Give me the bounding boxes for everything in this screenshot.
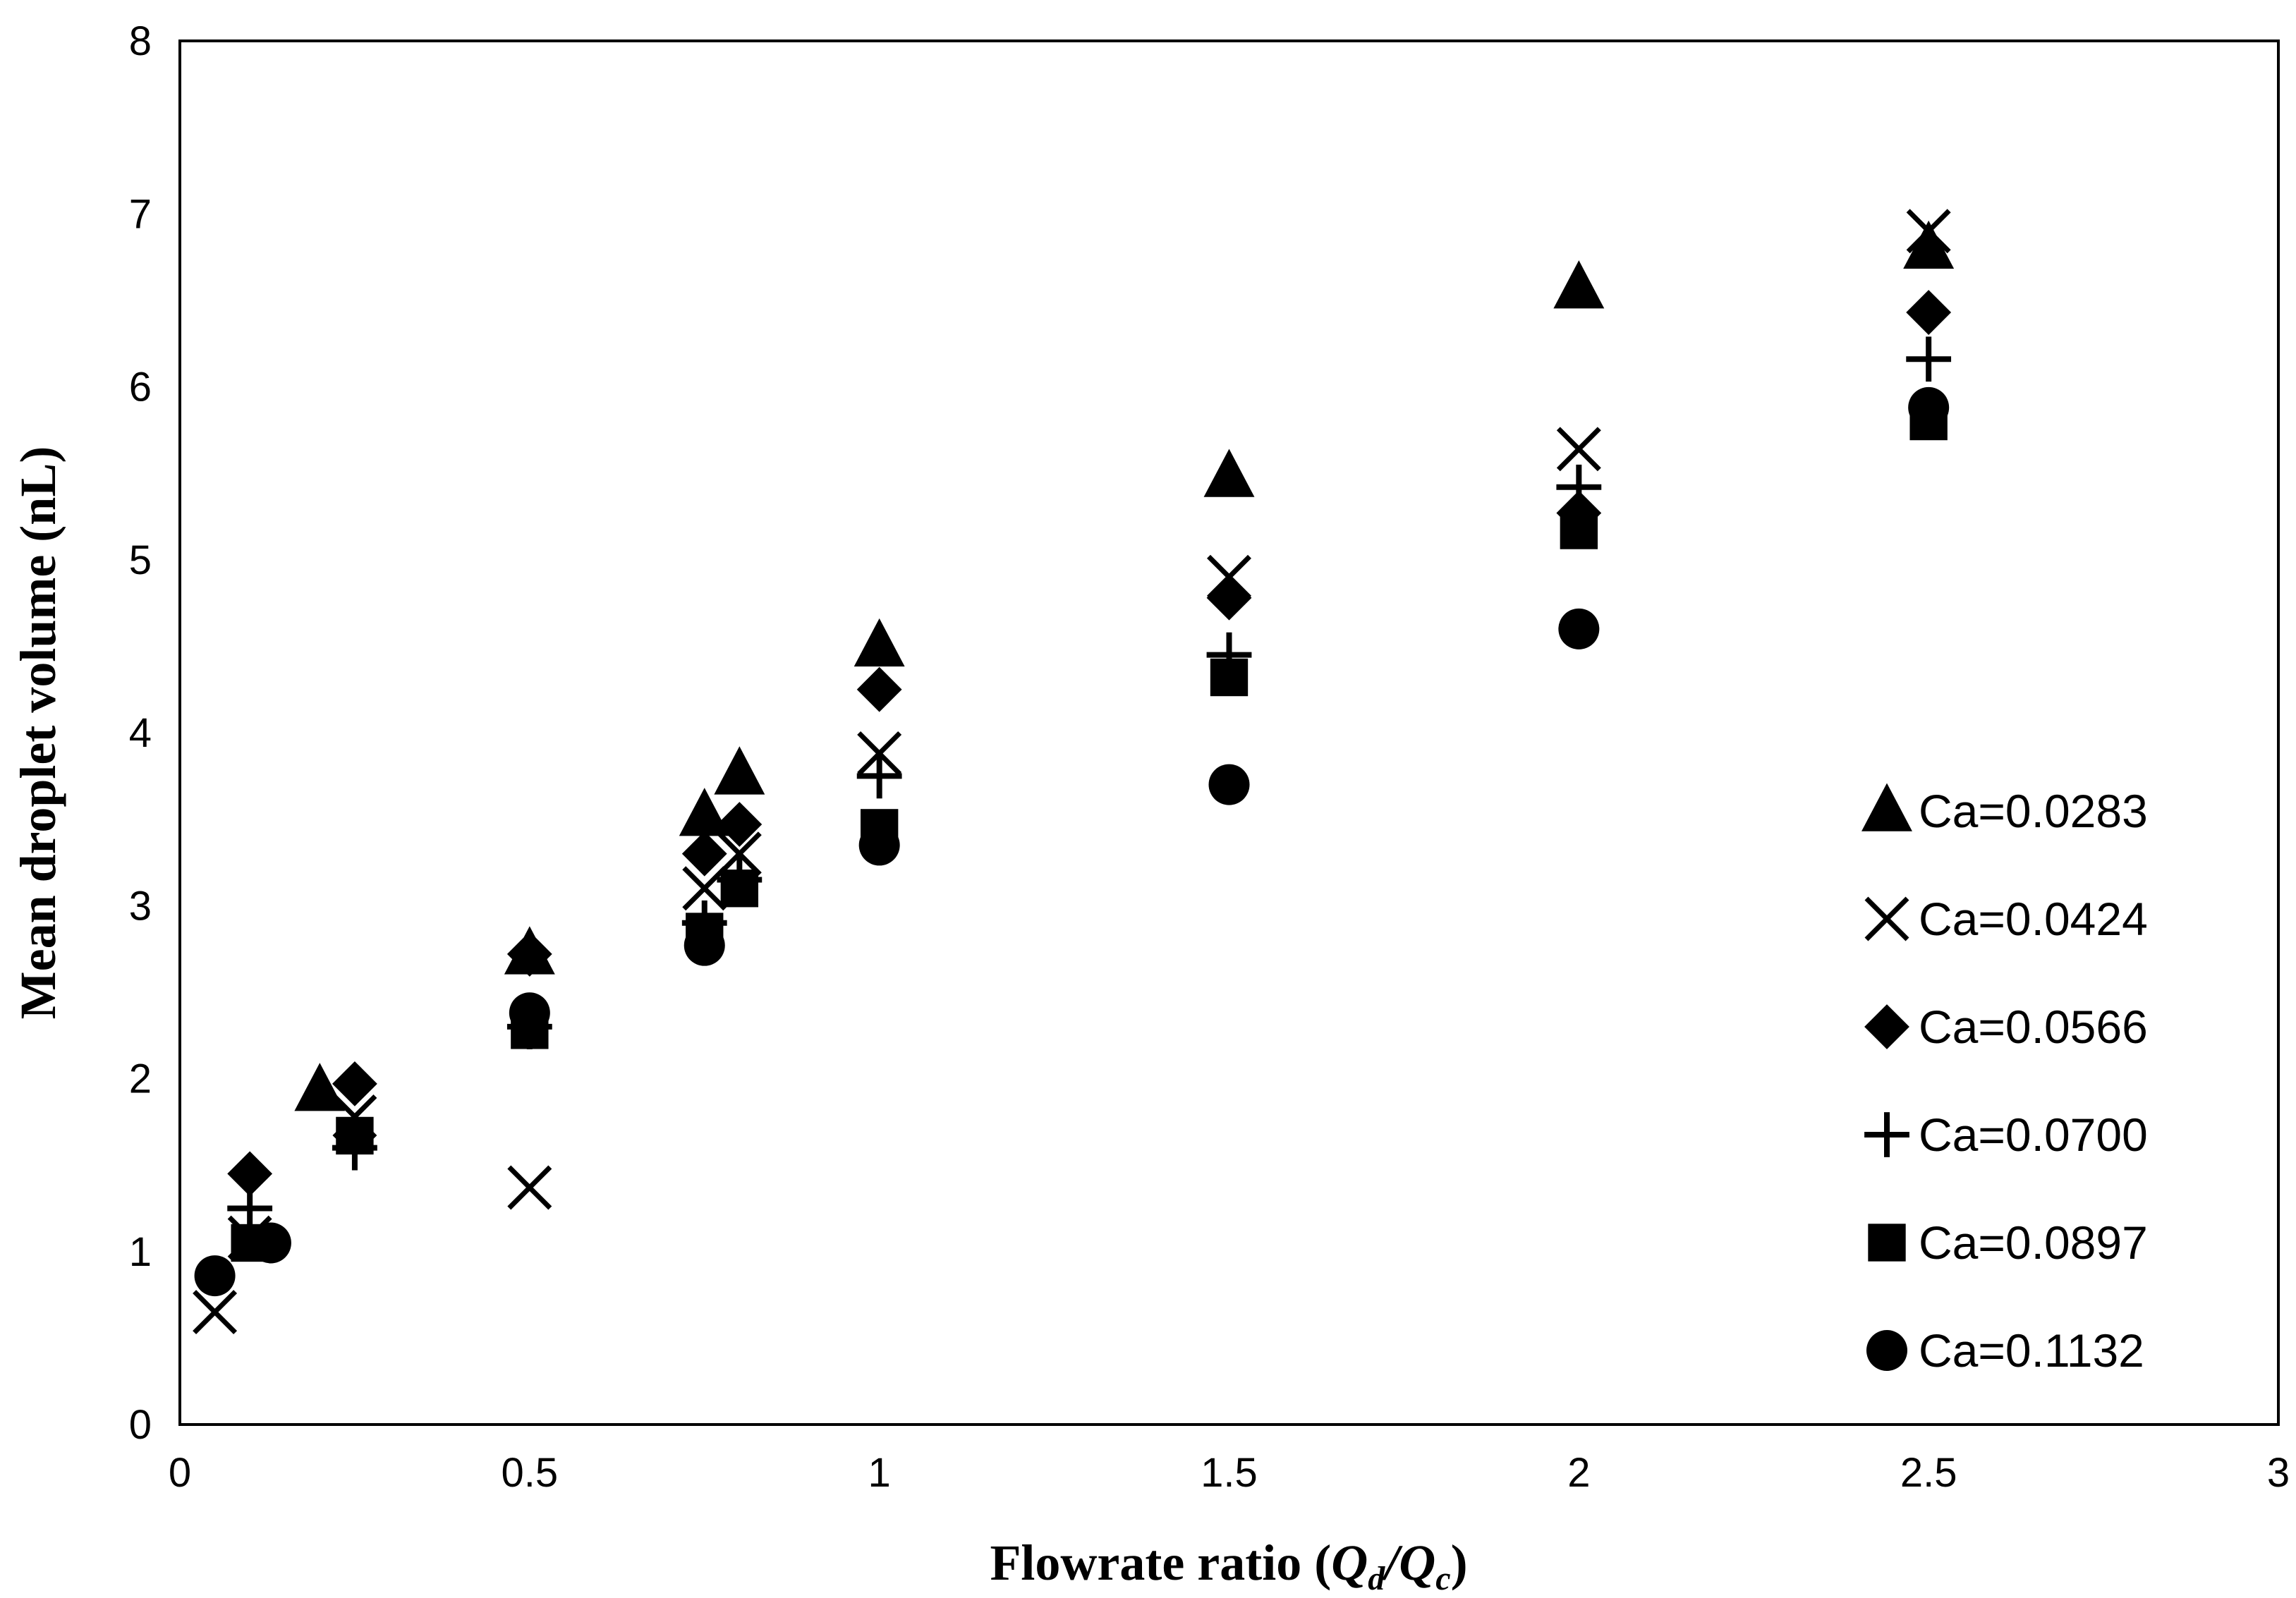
data-point-plus (856, 753, 902, 799)
data-point-triangle (1203, 449, 1255, 497)
data-point-x (717, 831, 762, 877)
data-point-circle (684, 925, 725, 966)
x-tick-labels: 0 0.5 1 1.5 2 2.5 3 (169, 1450, 2290, 1496)
data-point-circle (509, 992, 550, 1034)
data-point-circle (1208, 764, 1250, 805)
data-point-triangle (1903, 220, 1955, 269)
data-point-diamond (856, 666, 902, 712)
x-axis-title-part: Flowrate ratio ( (990, 1535, 1331, 1591)
legend-marker-triangle (1861, 783, 1912, 831)
x-tick-label: 1 (868, 1450, 891, 1496)
x-tick-label: 0.5 (502, 1450, 559, 1496)
y-tick-label: 8 (129, 18, 152, 64)
legend-item: Ca=0.0897 (1868, 1216, 2148, 1269)
legend-marker-plus (1864, 1112, 1909, 1157)
x-tick-label: 1.5 (1201, 1450, 1258, 1496)
data-point-diamond (227, 1151, 273, 1197)
data-point-plus (1906, 336, 1952, 382)
data-point-circle (250, 1222, 291, 1264)
legend-item: Ca=0.0283 (1861, 783, 2148, 837)
data-point-triangle (1553, 260, 1605, 309)
legend-item: Ca=0.0700 (1864, 1109, 2148, 1161)
x-axis-title-part: Q (1331, 1535, 1368, 1591)
data-point-square (1210, 658, 1249, 697)
data-point-x (1556, 427, 1601, 472)
data-point-x (1906, 209, 1951, 254)
data-point-plus (227, 1185, 273, 1231)
data-point-circle (1558, 608, 1600, 649)
x-tick-label: 3 (2267, 1450, 2290, 1496)
legend-label: Ca=0.0566 (1919, 1001, 2148, 1053)
y-tick-label: 7 (129, 191, 152, 237)
x-tick-label: 2.5 (1900, 1450, 1957, 1496)
y-tick-label: 5 (129, 537, 152, 583)
y-tick-label: 6 (129, 365, 152, 410)
data-point-circle (1908, 386, 1950, 428)
data-point-triangle (854, 618, 905, 667)
y-tick-labels: 0 1 2 3 4 5 6 7 8 (129, 18, 152, 1448)
y-tick-label: 3 (129, 883, 152, 929)
legend-label: Ca=0.0424 (1919, 893, 2148, 945)
legend-marker-square (1868, 1224, 1906, 1262)
data-point-diamond (1206, 575, 1252, 621)
x-axis-title-part: ) (1451, 1535, 1468, 1591)
data-point-triangle (714, 746, 765, 795)
legend-label: Ca=0.0897 (1919, 1216, 2148, 1269)
data-point-triangle (294, 1063, 346, 1111)
data-point-x (507, 1165, 552, 1210)
data-point-diamond (506, 932, 552, 977)
data-markers (193, 209, 1955, 1335)
data-point-circle (858, 824, 900, 866)
data-point-square (1560, 511, 1598, 549)
data-point-square (336, 1116, 374, 1155)
legend-marker-x (1864, 896, 1909, 941)
y-axis-title: Mean droplet volume (nL) (10, 446, 66, 1020)
legend-item: Ca=0.1132 (1866, 1324, 2144, 1377)
legend-marker-circle (1866, 1330, 1907, 1371)
x-tick-label: 2 (1567, 1450, 1590, 1496)
y-tick-label: 4 (129, 710, 152, 756)
data-point-diamond (332, 1061, 377, 1106)
y-tick-label: 0 (129, 1402, 152, 1448)
legend-label: Ca=0.0700 (1919, 1109, 2148, 1161)
data-point-triangle (679, 788, 730, 836)
x-axis-title-part: c (1435, 1560, 1450, 1597)
legend-label: Ca=0.1132 (1919, 1324, 2144, 1377)
x-axis-title-part: d (1368, 1560, 1385, 1597)
data-point-square (720, 870, 759, 908)
data-point-diamond (1906, 290, 1952, 335)
y-tick-label: 2 (129, 1056, 152, 1102)
plot-frame (178, 39, 2280, 1426)
data-point-x (682, 866, 727, 911)
legend: Ca=0.0283 Ca=0.0424 Ca=0.0566 Ca=0.0700 Ca=0… (1861, 783, 2148, 1377)
legend-item: Ca=0.0424 (1864, 893, 2148, 945)
data-point-diamond (681, 831, 727, 877)
x-axis-title-part: Q (1399, 1535, 1435, 1591)
data-point-diamond (717, 802, 763, 847)
x-axis-title: Flowrate ratio (Qd/Qc) (990, 1535, 1467, 1597)
data-point-plus (1556, 464, 1602, 510)
legend-marker-diamond (1864, 1004, 1909, 1049)
y-tick-label: 1 (129, 1229, 152, 1275)
x-tick-label: 0 (169, 1450, 191, 1496)
data-point-circle (194, 1255, 236, 1297)
data-point-x (193, 1290, 238, 1335)
legend-label: Ca=0.0283 (1919, 785, 2148, 837)
legend-item: Ca=0.0566 (1864, 1001, 2148, 1053)
